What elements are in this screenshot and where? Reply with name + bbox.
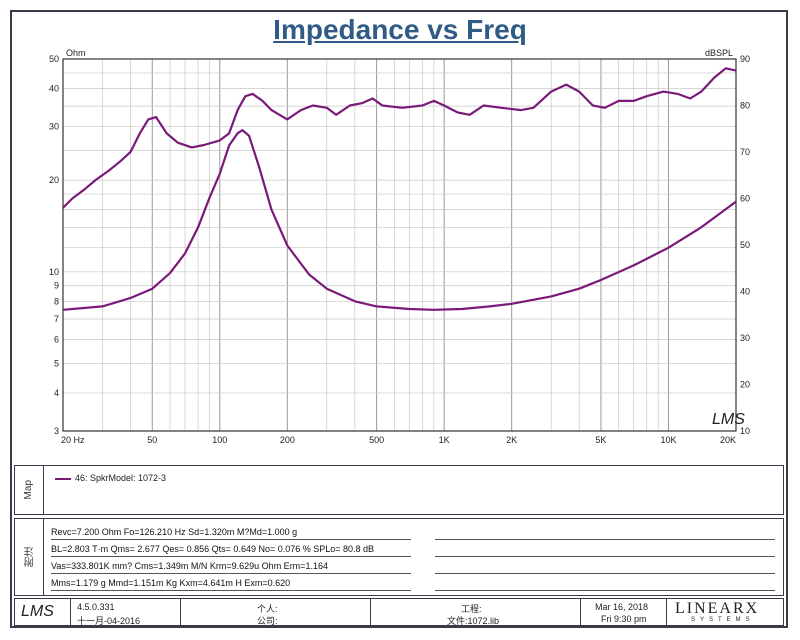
chart-grid	[62, 58, 737, 432]
left-tick-label: 40	[49, 84, 59, 94]
left-tick-label: 20	[49, 175, 59, 185]
right-tick-label: 70	[740, 147, 750, 157]
build-date: 十一月-04-2016	[77, 616, 141, 626]
left-axis-unit: Ohm	[66, 48, 86, 58]
map-side-label: Map	[23, 480, 34, 500]
impedance-curve	[62, 129, 737, 311]
notes-panel: 附注 Revc=7.200 Ohm Fo=126.210 Hz Sd=1.320…	[14, 518, 784, 596]
time: Fri 9:30 pm	[601, 614, 647, 624]
footer-logo: LMS	[21, 603, 54, 620]
version: 4.5.0.331	[77, 602, 115, 612]
date: Mar 16, 2018	[595, 602, 649, 612]
left-tick-label: 6	[54, 334, 59, 344]
right-tick-label: 50	[740, 240, 750, 250]
brand-logo: LINEARX	[675, 600, 760, 617]
chart-svg: 20 Hz 50 100 200 500 1K 2K 5K 10K 20K 50 40 30 20 10 9 8…	[49, 48, 750, 445]
x-tick-label: 50	[147, 435, 157, 445]
right-tick-label: 30	[740, 333, 750, 343]
param-line-3: Vas=333.801K mm? Cms=1.349m M/N Krm=9.62…	[51, 561, 328, 571]
left-tick-label: 5	[54, 358, 59, 368]
right-tick-label: 20	[740, 380, 750, 390]
left-tick-label: 8	[54, 296, 59, 306]
right-tick-label: 60	[740, 194, 750, 204]
left-tick-label: 3	[54, 426, 59, 436]
footer-bar: LMS 4.5.0.331 十一月-04-2016 个人: 公司: 工程: 文件…	[14, 598, 784, 626]
right-tick-label: 80	[740, 101, 750, 111]
left-tick-label: 7	[54, 314, 59, 324]
chart-title: Impedance vs Freq	[273, 14, 527, 45]
x-tick-label: 200	[280, 435, 295, 445]
x-tick-label: 20 Hz	[61, 435, 85, 445]
chart-ticks: 20 Hz 50 100 200 500 1K 2K 5K 10K 20K 50 40 30 20 10 9 8…	[49, 54, 750, 445]
x-tick-label: 500	[369, 435, 384, 445]
legend-entry: 46: SpkrModel: 1072-3	[75, 473, 167, 483]
left-tick-label: 4	[54, 388, 59, 398]
person-label: 个人:	[257, 604, 278, 614]
file-label: 文件:1072.lib	[447, 616, 500, 626]
brand-sub: SYSTEMS	[691, 617, 755, 623]
watermark-lms: LMS	[712, 411, 745, 428]
right-tick-label: 10	[740, 426, 750, 436]
param-line-4: Mms=1.179 g Mmd=1.151m Kg Kxm=4.641m H E…	[51, 578, 291, 588]
x-tick-label: 100	[212, 435, 227, 445]
notes-side-label: 附注	[25, 547, 36, 567]
left-tick-label: 9	[54, 281, 59, 291]
company-label: 公司:	[257, 616, 278, 626]
legend-swatch	[55, 478, 71, 480]
left-tick-label: 30	[49, 122, 59, 132]
x-tick-label: 5K	[595, 435, 606, 445]
project-label: 工程:	[461, 604, 482, 614]
right-axis-unit: dBSPL	[705, 48, 733, 58]
x-tick-label: 2K	[506, 435, 517, 445]
param-line-2: BL=2.803 T·m Qms= 2.677 Qes= 0.856 Qts= …	[51, 544, 375, 554]
left-tick-label: 50	[49, 54, 59, 64]
param-line-1: Revc=7.200 Ohm Fo=126.210 Hz Sd=1.320m M…	[51, 527, 298, 537]
x-tick-label: 1K	[439, 435, 450, 445]
x-tick-label: 20K	[720, 435, 736, 445]
plot-border	[62, 58, 737, 432]
chart-series	[62, 67, 737, 311]
map-panel: Map 46: SpkrModel: 1072-3	[14, 465, 784, 515]
spl-curve	[62, 67, 737, 209]
left-tick-label: 10	[49, 267, 59, 277]
x-tick-label: 10K	[660, 435, 676, 445]
right-tick-label: 40	[740, 287, 750, 297]
right-tick-label: 90	[740, 54, 750, 64]
